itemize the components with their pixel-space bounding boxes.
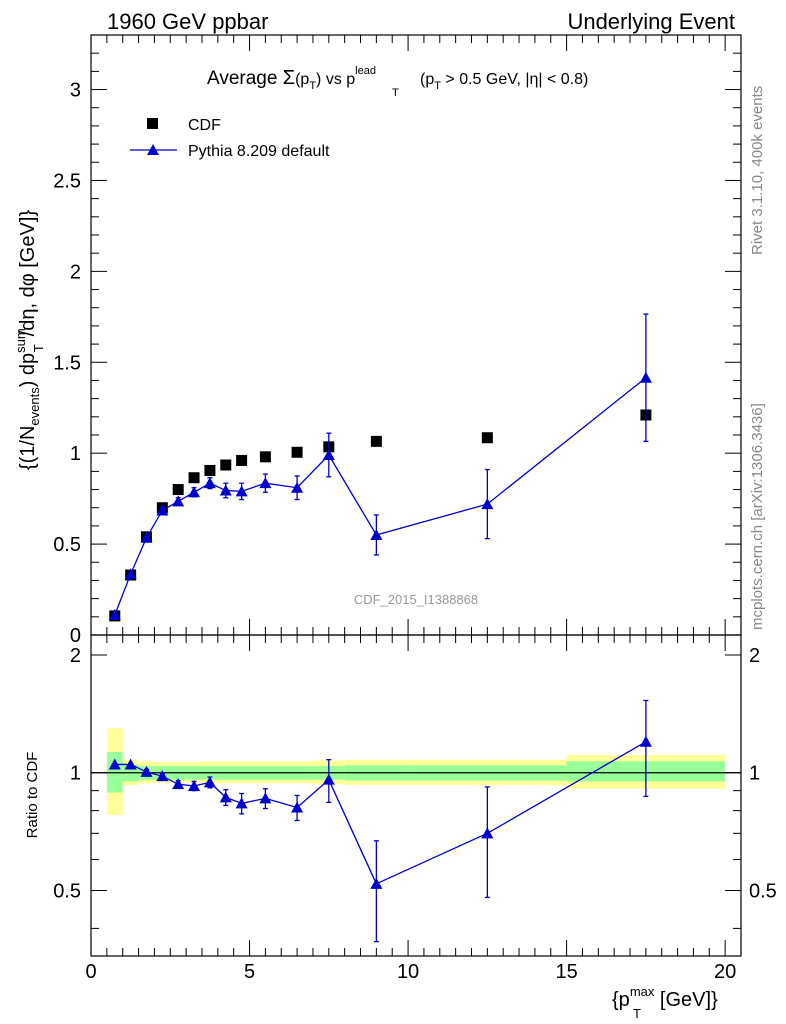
ratio-y-axis-label: Ratio to CDF (24, 752, 41, 839)
y-tick-label: 1.5 (53, 352, 81, 374)
pythia-point (481, 498, 494, 510)
ratio-point (219, 791, 232, 803)
x-tick-label: 5 (244, 961, 255, 983)
header-right: Underlying Event (567, 9, 735, 34)
ratio-point (322, 773, 335, 785)
pythia-point (124, 568, 137, 580)
x-tick-label: 20 (714, 961, 736, 983)
pythia-point (291, 481, 304, 493)
cdf-series (109, 409, 652, 622)
pythia-series (108, 313, 652, 620)
cdf-point (172, 484, 184, 496)
pythia-point (188, 486, 201, 498)
ratio-point (172, 778, 185, 790)
x-tick-label: 10 (397, 961, 419, 983)
x-tick-label: 15 (555, 961, 577, 983)
pythia-point (172, 495, 185, 507)
ratio-plot-frame (90, 634, 742, 957)
ratio-uncertainty-bands (106, 728, 726, 815)
chart-title: Average Σ(pT) vs plead (207, 65, 376, 92)
y-tick-label: 1 (70, 443, 81, 465)
ratio-tick-label-right: 0.5 (749, 880, 777, 902)
ratio-tick-label-left: 2 (70, 645, 81, 667)
main-y-axis-label: {(1/Nevents) dpsum T/dη, dφ [GeV]} (13, 210, 46, 470)
pythia-point (156, 504, 169, 516)
pythia-point (370, 529, 383, 540)
x-tick-label: 0 (85, 961, 96, 983)
y-tick-label: 0.5 (53, 534, 81, 556)
legend-pythia-marker (147, 144, 159, 155)
ratio-point (291, 801, 304, 813)
pythia-point (108, 609, 121, 620)
cdf-point (236, 454, 248, 466)
ratio-tick-label-right: 2 (749, 645, 760, 667)
pythia-point (235, 485, 248, 497)
legend: CDF Pythia 8.209 default (130, 117, 330, 160)
x-tick-labels: 0 5 10 15 20 (85, 961, 736, 983)
ratio-point (203, 776, 216, 788)
y-tick-label: 2 (70, 261, 81, 283)
ratio-point (639, 735, 652, 747)
ratio-tick-label-left: 1 (70, 763, 81, 785)
pythia-point (322, 449, 335, 460)
ratio-panel: 0.5 0.5 1 1 2 2 0 5 10 15 20 (53, 634, 777, 983)
analysis-id: CDF_2015_I1388868 (354, 592, 478, 607)
ratio-point (188, 779, 201, 791)
cdf-point (220, 459, 232, 471)
cdf-point (188, 472, 200, 484)
y-tick-label: 2.5 (53, 170, 81, 192)
y-tick-label: 3 (70, 80, 81, 102)
legend-cdf-marker (147, 118, 158, 129)
x-axis-label: {pmax [GeV]} (612, 984, 718, 1011)
ratio-series (108, 699, 652, 943)
pythia-point (259, 477, 272, 489)
ratio-tick-label-right: 1 (749, 763, 760, 785)
ratio-y-tick-labels: 0.5 0.5 1 1 2 2 (53, 645, 777, 902)
pythia-point (639, 371, 652, 383)
cdf-point (291, 446, 303, 458)
header-left: 1960 GeV ppbar (107, 9, 268, 34)
ratio-point (156, 770, 169, 782)
ratio-point (259, 792, 272, 804)
cdf-point (259, 451, 271, 463)
cdf-point (481, 432, 493, 444)
chart-title-cut: (pT > 0.5 GeV, |η| < 0.8) (420, 71, 588, 92)
main-y-tick-labels: 0 0.5 1 1.5 2 2.5 3 (53, 80, 81, 647)
pythia-point (140, 531, 153, 543)
ratio-tick-label-left: 0.5 (53, 880, 81, 902)
ratio-point (140, 765, 153, 777)
legend-pythia-label: Pythia 8.209 default (188, 143, 330, 160)
x-axis-label-t: T (633, 1006, 641, 1021)
main-panel: 0 0.5 1 1.5 2 2.5 3 Average Σ(pT) vs plead T (… (53, 34, 742, 647)
ratio-point (124, 758, 137, 770)
chart-title-lead-t: T (392, 87, 399, 99)
ratio-axis-ticks (90, 635, 741, 956)
ratio-point (481, 827, 494, 839)
cdf-point (204, 464, 216, 476)
ratio-point (370, 877, 383, 889)
cdf-point (370, 435, 382, 447)
pythia-point (203, 477, 216, 489)
y-tick-label: 0 (70, 625, 81, 647)
ratio-point (108, 758, 121, 770)
mcplots-label: mcplots.cern.ch [arXiv:1306.3436] (749, 403, 766, 630)
ratio-point (235, 797, 248, 809)
pythia-point (219, 484, 232, 496)
rivet-label: Rivet 3.1.10, 400k events (749, 86, 766, 255)
main-axis-ticks (90, 35, 741, 636)
legend-cdf-label: CDF (188, 117, 221, 134)
